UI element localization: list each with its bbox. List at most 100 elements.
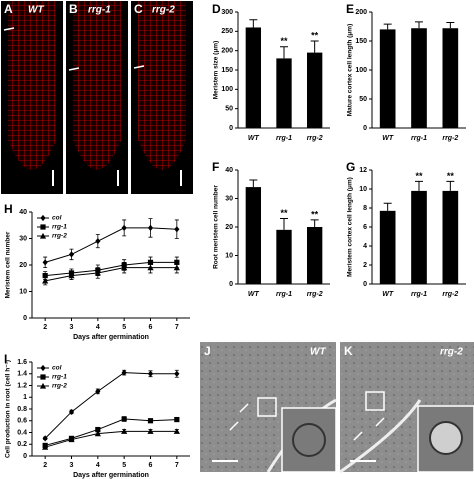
x-tick-label: 3 [70,324,74,331]
marker [121,264,128,271]
line [45,227,177,263]
error-bar [446,180,455,191]
x-tick-label: WT [248,291,260,298]
y-tick-label: 20 [19,262,27,269]
line [45,267,177,282]
x-tick-label: WT [382,291,394,298]
x-tick-label: 7 [175,324,179,331]
significance: ** [311,209,319,219]
x-tick-label: rrg-1 [411,291,427,298]
marker [121,369,127,376]
marker [147,370,154,377]
bar [307,52,323,128]
y-tick-label: 150 [221,67,233,74]
y-tick-label: 200 [355,9,367,16]
marker [174,416,180,423]
bar [245,27,261,128]
x-tick-label: 6 [149,462,153,469]
panel-letter: E [346,2,354,16]
image-label: rrg-2 [152,5,175,16]
x-tick-label: 4 [96,324,100,331]
marker [42,273,48,279]
bar [307,227,323,284]
error-bar [446,21,455,29]
panel-letter: J [204,344,211,358]
x-axis-label: Days after germination [73,472,149,479]
legend-marker [40,214,46,222]
legend-label: rrg-2 [52,233,67,240]
marker [42,259,48,266]
y-tick-label: 6 [363,224,367,231]
y-tick-label: 0.4 [17,429,27,436]
y-tick-label: 0 [23,315,27,322]
error-bar [415,180,423,191]
bar [379,29,396,128]
panel-letter: C [134,2,143,16]
marker [147,224,154,231]
marker [147,428,154,434]
y-tick-label: 0 [363,125,367,132]
marker [121,224,127,231]
marker [95,388,101,395]
y-tick-label: 8 [363,205,367,212]
bar [411,28,427,129]
significance: ** [311,30,319,40]
x-tick-label: 7 [175,462,179,469]
y-tick-label: 200 [221,48,233,55]
y-tick-label: 10 [359,186,367,193]
image-label: WT [310,347,326,358]
significance: ** [280,208,288,218]
panel-letter: F [212,160,219,174]
x-tick-label: 3 [70,462,74,469]
y-tick-label: 0.8 [17,406,27,413]
y-tick-label: 20 [225,224,233,231]
micrograph-a [1,1,63,194]
y-tick-label: 30 [19,235,27,242]
y-tick-label: 300 [221,9,233,16]
line [45,430,177,448]
legend-label: rrg-1 [52,374,67,381]
y-tick-label: 0 [23,453,27,460]
error-bar [383,202,392,211]
panel-letter: H [4,202,13,216]
marker [121,428,128,434]
x-tick-label: rrg-2 [442,135,458,142]
y-tick-label: 1.2 [17,382,27,389]
line [44,372,177,439]
y-tick-label: 150 [355,38,367,45]
y-tick-label: 1.6 [17,359,27,366]
micrograph-c [131,1,193,194]
error-bar [249,179,258,188]
panel-letter: B [69,2,78,16]
marker [147,418,154,424]
y-tick-label: 0.6 [17,418,27,425]
error-bar [383,23,392,30]
y-tick-label: 0 [229,281,233,288]
y-tick-label: 250 [221,28,233,35]
x-tick-label: 2 [43,462,47,469]
marker [68,272,75,279]
x-tick-label: rrg-2 [442,291,458,298]
marker [94,269,101,276]
significance: ** [415,171,423,181]
x-tick-label: rrg-1 [276,291,292,298]
y-tick-label: 12 [359,167,367,174]
y-tick-label: 40 [225,167,233,174]
y-axis-label: Meristem size (μm) [213,41,220,100]
y-tick-label: 1 [23,394,27,401]
marker [173,264,180,271]
legend-label: rrg-2 [52,383,67,390]
error-bar [415,21,423,29]
bar [276,229,292,284]
image-label: rrg-2 [440,347,463,358]
marker [121,416,127,422]
x-tick-label: 4 [96,462,100,469]
y-axis-label: Root meristem cell number [213,185,220,269]
panel-letter: D [212,2,221,16]
y-tick-label: 100 [355,67,367,74]
y-tick-label: 30 [225,195,233,202]
error-bar [249,19,258,28]
y-tick-label: 4 [363,243,367,250]
bar [411,190,427,284]
micrograph-k [339,342,474,474]
